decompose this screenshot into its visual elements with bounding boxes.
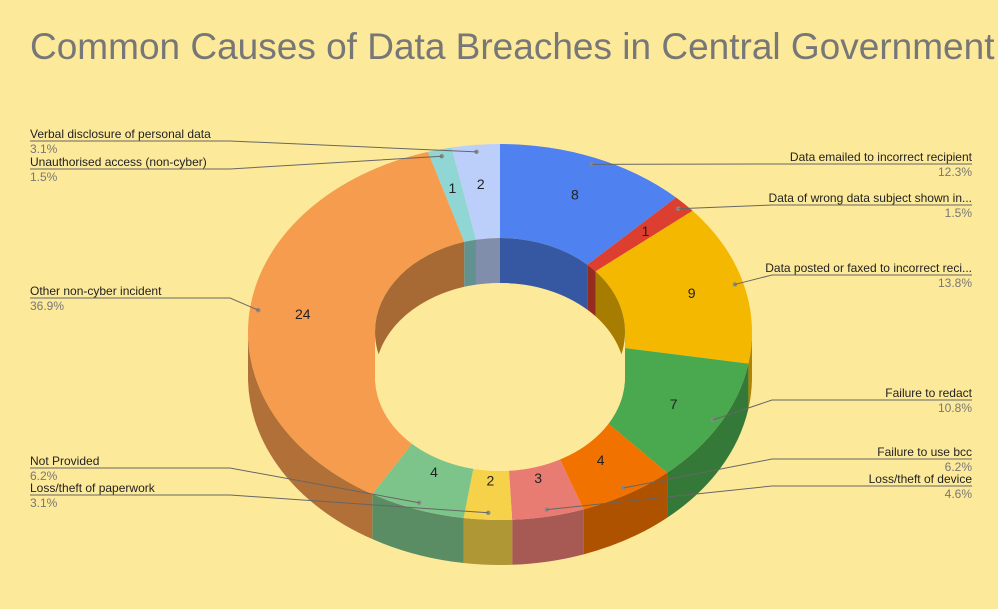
chart-title: Common Causes of Data Breaches in Centra… xyxy=(30,26,995,67)
slice-1 xyxy=(587,197,693,272)
slice-value-7: 4 xyxy=(430,464,438,480)
slice-value-3: 7 xyxy=(670,396,678,412)
slice-side-4 xyxy=(583,472,668,555)
slice-label-9: Unauthorised access (non-cyber) xyxy=(30,155,207,169)
slice-value-5: 3 xyxy=(534,470,542,486)
leader-line-1 xyxy=(678,204,972,210)
chart-sides xyxy=(248,332,752,566)
slice-percent-3: 10.8% xyxy=(938,401,972,415)
slice-label-5: Loss/theft of device xyxy=(869,472,973,486)
slice-label-1: Data of wrong data subject shown in... xyxy=(769,191,972,205)
slice-percent-10: 3.1% xyxy=(30,142,58,156)
slice-label-2: Data posted or faxed to incorrect reci..… xyxy=(765,261,972,275)
slice-inner-wall-9-l xyxy=(464,239,476,287)
slice-inner-wall-10-l xyxy=(475,237,500,285)
chart-inner-walls xyxy=(374,237,625,377)
slice-label-6: Loss/theft of paperwork xyxy=(30,481,156,495)
slice-side-7 xyxy=(372,494,464,564)
slice-percent-0: 12.3% xyxy=(938,165,972,179)
slice-side-5 xyxy=(512,509,584,565)
slice-percent-8: 36.9% xyxy=(30,299,64,313)
slice-inner-wall-8-l xyxy=(374,241,465,377)
chart-labels: Data emailed to incorrect recipient12.3%… xyxy=(30,127,973,510)
leader-line-2 xyxy=(734,274,972,285)
slice-0 xyxy=(500,144,677,265)
slice-label-3: Failure to redact xyxy=(885,386,972,400)
slice-side-2 xyxy=(748,332,752,409)
hole-mask xyxy=(375,332,625,471)
leader-line-8 xyxy=(30,297,259,311)
slice-value-1: 1 xyxy=(642,223,650,239)
leader-line-9 xyxy=(30,155,442,170)
slice-percent-5: 4.6% xyxy=(945,487,973,501)
slice-value-10: 2 xyxy=(477,176,485,192)
slice-label-4: Failure to use bcc xyxy=(877,445,972,459)
leader-line-6 xyxy=(30,494,489,514)
slice-2 xyxy=(595,210,752,364)
slice-inner-wall-1-r xyxy=(587,264,596,317)
leader-line-4 xyxy=(623,458,972,489)
chart-leader-lines xyxy=(30,140,972,515)
slice-inner-wall-2-r xyxy=(595,271,625,377)
slice-10 xyxy=(451,144,500,240)
slice-9 xyxy=(427,147,476,242)
slice-value-0: 8 xyxy=(571,186,579,202)
slice-label-0: Data emailed to incorrect recipient xyxy=(790,150,973,164)
slice-percent-4: 6.2% xyxy=(945,460,973,474)
slice-percent-6: 3.1% xyxy=(30,496,58,510)
leader-line-7 xyxy=(30,467,420,504)
slice-label-10: Verbal disclosure of personal data xyxy=(30,127,211,141)
slice-side-6 xyxy=(463,518,513,566)
slice-value-9: 1 xyxy=(449,180,457,196)
slice-value-2: 9 xyxy=(688,285,696,301)
slice-label-8: Other non-cyber incident xyxy=(30,284,162,298)
leader-line-5 xyxy=(546,485,972,511)
slice-percent-9: 1.5% xyxy=(30,170,58,184)
leader-line-3 xyxy=(712,399,972,421)
slice-value-8: 24 xyxy=(295,306,311,322)
slice-value-6: 2 xyxy=(487,472,495,488)
slice-percent-7: 6.2% xyxy=(30,469,58,483)
chart-hole xyxy=(375,283,625,471)
slice-side-3 xyxy=(667,363,749,518)
slice-value-4: 4 xyxy=(597,452,605,468)
slice-percent-1: 1.5% xyxy=(945,206,973,220)
slice-side-8 xyxy=(248,332,373,540)
slice-label-7: Not Provided xyxy=(30,454,99,468)
slice-percent-2: 13.8% xyxy=(938,276,972,290)
leader-line-10 xyxy=(30,140,477,153)
slice-inner-wall-0-r xyxy=(500,238,588,310)
